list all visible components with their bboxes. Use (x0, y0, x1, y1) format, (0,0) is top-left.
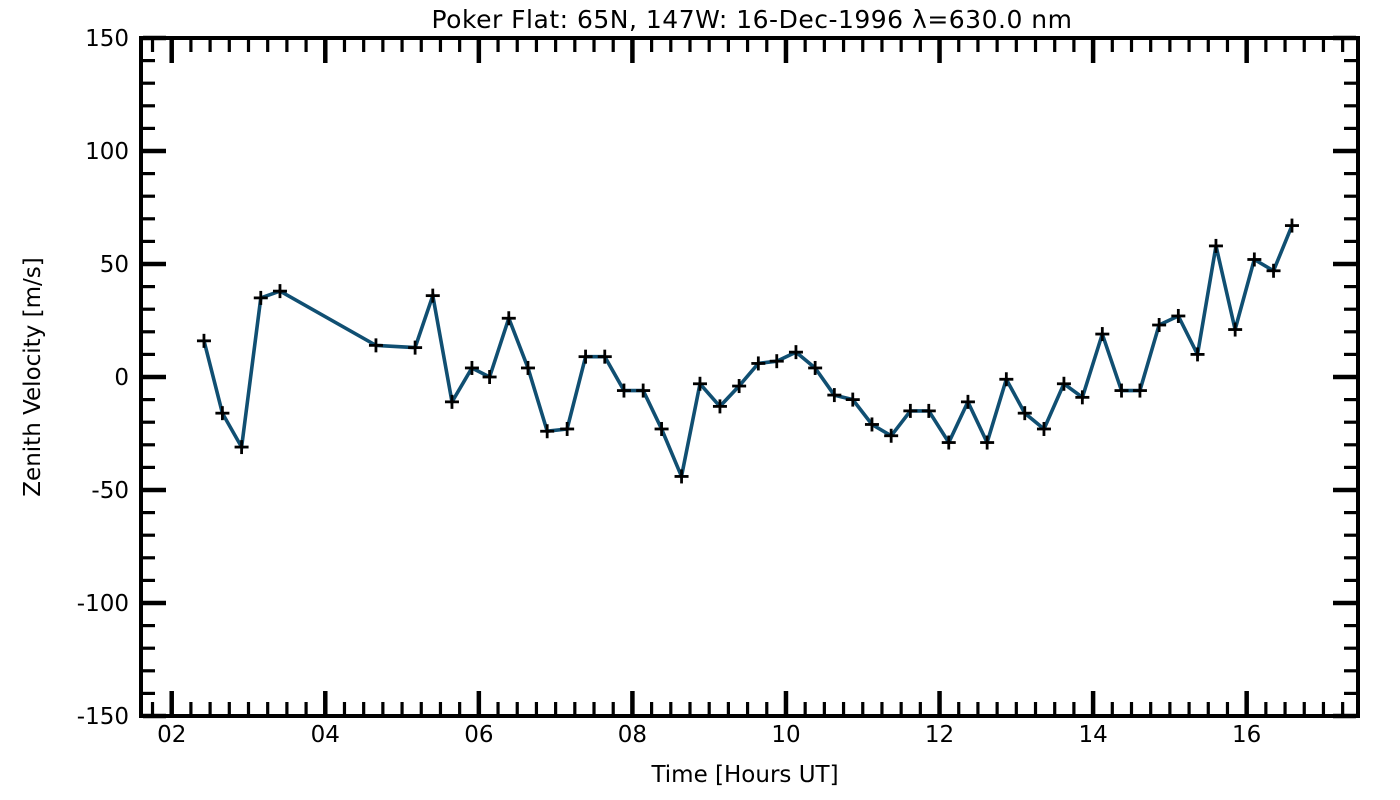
data-point-plus-marker (712, 399, 727, 414)
data-point-plus-marker (464, 360, 479, 375)
data-point-plus-marker (1056, 376, 1071, 391)
data-point-plus-marker (921, 403, 936, 418)
data-point-plus-marker (1171, 308, 1186, 323)
data-point-plus-marker (1266, 263, 1281, 278)
data-point-plus-marker (903, 403, 918, 418)
data-point-plus-marker (845, 392, 860, 407)
data-point-plus-marker (1284, 218, 1299, 233)
data-point-plus-marker (1190, 347, 1205, 362)
data-point-plus-marker (1017, 406, 1032, 421)
data-point-plus-marker (1036, 421, 1051, 436)
x-tick-label: 10 (771, 722, 800, 748)
data-point-plus-marker (272, 284, 287, 299)
y-tick-label: 150 (85, 26, 129, 52)
x-tick-label: 16 (1232, 722, 1261, 748)
plot-box-frame (139, 36, 1360, 718)
data-point-plus-marker (408, 340, 423, 355)
y-tick-label: -50 (91, 478, 129, 504)
data-point-plus-marker (960, 394, 975, 409)
data-point-plus-marker (999, 372, 1014, 387)
data-point-plus-marker (253, 290, 268, 305)
data-point-plus-marker (1208, 238, 1223, 253)
axis-ticks (143, 35, 1356, 719)
data-point-plus-marker (597, 349, 612, 364)
x-axis-title: Time [Hours UT] (650, 762, 838, 788)
data-point-plus-marker (654, 421, 669, 436)
data-point-plus-marker (578, 349, 593, 364)
data-point-plus-marker (769, 354, 784, 369)
data-point-plus-marker (501, 311, 516, 326)
data-point-plus-marker (215, 406, 230, 421)
data-point-plus-marker (732, 379, 747, 394)
data-point-plus-marker (368, 338, 383, 353)
data-point-plus-marker (540, 424, 555, 439)
data-point-plus-marker (827, 388, 842, 403)
data-point-plus-marker (560, 421, 575, 436)
data-point-plus-marker (692, 376, 707, 391)
x-tick-label: 06 (464, 722, 493, 748)
y-tick-label: 50 (100, 252, 129, 278)
x-tick-label: 08 (618, 722, 647, 748)
data-point-plus-marker (1095, 327, 1110, 342)
y-tick-label: 0 (114, 365, 129, 391)
data-point-plus-marker (1075, 390, 1090, 405)
data-point-plus-marker (482, 370, 497, 384)
x-tick-label: 14 (1078, 722, 1107, 748)
x-tick-label: 04 (311, 722, 340, 748)
data-point-plus-marker (980, 435, 995, 450)
data-point-plus-marker (616, 383, 631, 398)
data-point-plus-marker (234, 440, 249, 455)
chart-title: Poker Flat: 65N, 147W: 16-Dec-1996 λ=630… (432, 5, 1073, 34)
data-point-plus-marker (864, 417, 879, 432)
x-tick-labels: 02 04 06 08 10 12 14 16 (157, 722, 1261, 748)
data-point-plus-marker (941, 435, 956, 450)
data-series-line (202, 224, 1294, 483)
data-point-markers (196, 218, 1299, 484)
data-point-plus-marker (1152, 318, 1167, 333)
data-point-plus-marker (196, 333, 211, 348)
data-point-plus-marker (808, 360, 823, 375)
data-point-plus-marker (788, 345, 803, 360)
y-tick-label: -150 (77, 704, 129, 730)
data-point-plus-marker (444, 394, 459, 409)
y-tick-labels: -150 -100 -50 0 50 100 150 (77, 26, 129, 730)
data-point-plus-marker (674, 469, 689, 484)
data-point-plus-marker (1247, 252, 1262, 267)
data-point-plus-marker (1132, 383, 1147, 398)
data-point-plus-marker (1228, 322, 1243, 337)
x-tick-label: 02 (157, 722, 186, 748)
data-point-plus-marker (636, 383, 651, 398)
data-point-plus-marker (884, 428, 899, 443)
x-tick-label: 12 (925, 722, 954, 748)
y-axis-title: Zenith Velocity [m/s] (20, 257, 46, 496)
data-point-plus-marker (520, 360, 535, 375)
data-point-plus-marker (751, 356, 766, 371)
data-point-plus-marker (1114, 383, 1129, 398)
y-tick-label: 100 (85, 139, 129, 165)
data-point-plus-marker (425, 288, 440, 303)
y-tick-label: -100 (77, 591, 129, 617)
